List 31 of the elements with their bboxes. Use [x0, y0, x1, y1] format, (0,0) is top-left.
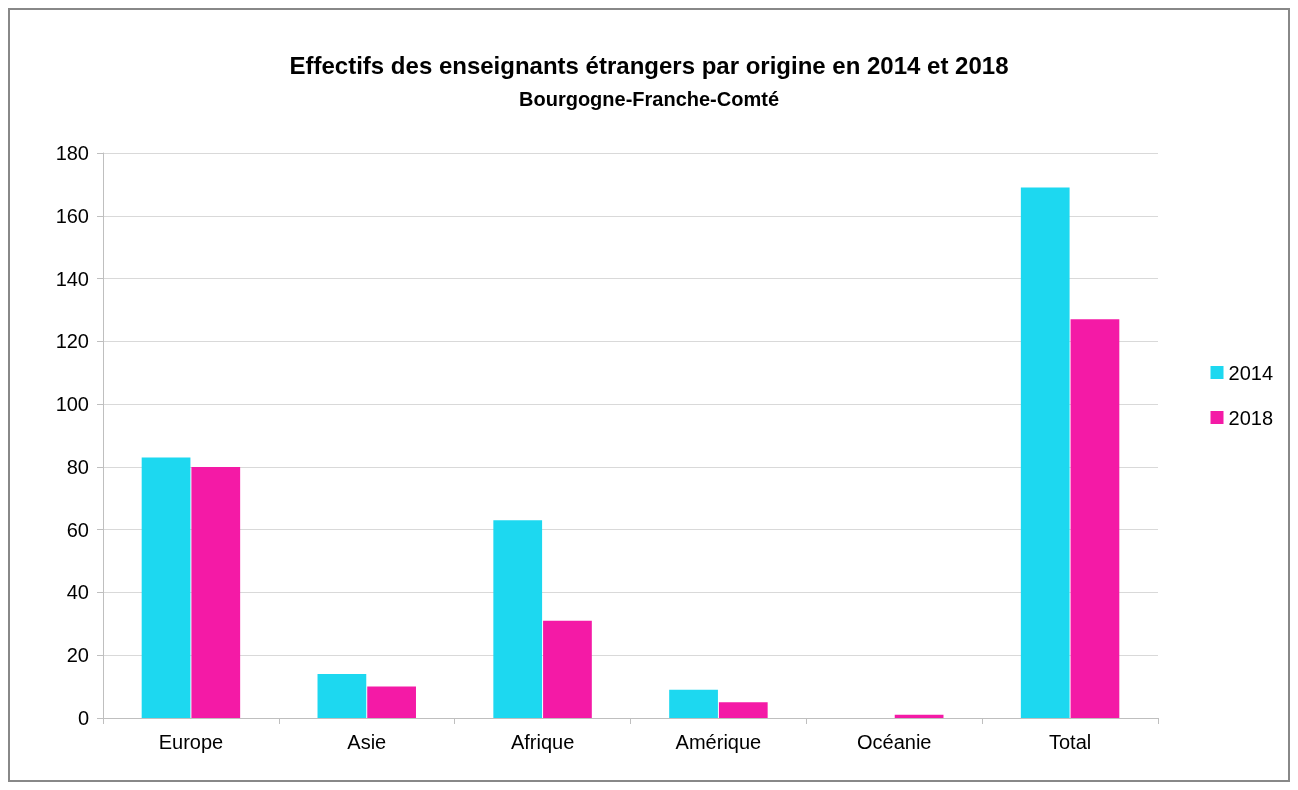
y-tick-label: 20	[66, 644, 89, 667]
x-tick-label: Amérique	[675, 731, 762, 753]
bar	[1070, 319, 1120, 718]
bar	[1020, 187, 1070, 718]
legend-label: 2018	[1228, 406, 1274, 429]
y-tick-label: 80	[66, 455, 89, 478]
y-tick-label: 60	[66, 518, 89, 541]
bar	[191, 466, 241, 718]
y-tick-label: 120	[55, 330, 89, 353]
x-tick-label: Total	[1048, 731, 1092, 753]
bar	[493, 520, 543, 718]
bar	[367, 686, 416, 718]
bar	[317, 674, 367, 718]
y-tick-label: 160	[55, 204, 89, 227]
y-tick-label: 100	[55, 393, 89, 416]
bar	[894, 714, 944, 718]
y-tick-label: 40	[66, 581, 89, 604]
x-tick-label: Asie	[347, 731, 387, 753]
y-tick-label: 0	[77, 707, 89, 729]
chart-subtitle: Bourgogne-Franche-Comté	[519, 88, 779, 110]
y-tick-label: 140	[55, 267, 89, 290]
bar	[543, 620, 592, 718]
x-tick-label: Afrique	[510, 731, 575, 753]
legend-label: 2014	[1228, 361, 1274, 384]
bar	[141, 457, 191, 718]
y-tick-label: 180	[55, 142, 89, 164]
bar	[669, 689, 718, 718]
x-tick-label: Europe	[158, 731, 224, 753]
bar	[718, 702, 768, 718]
x-tick-label: Océanie	[857, 731, 932, 753]
chart-title: Effectifs des enseignants étrangers par origine en 2014 et 2018	[289, 51, 1009, 79]
